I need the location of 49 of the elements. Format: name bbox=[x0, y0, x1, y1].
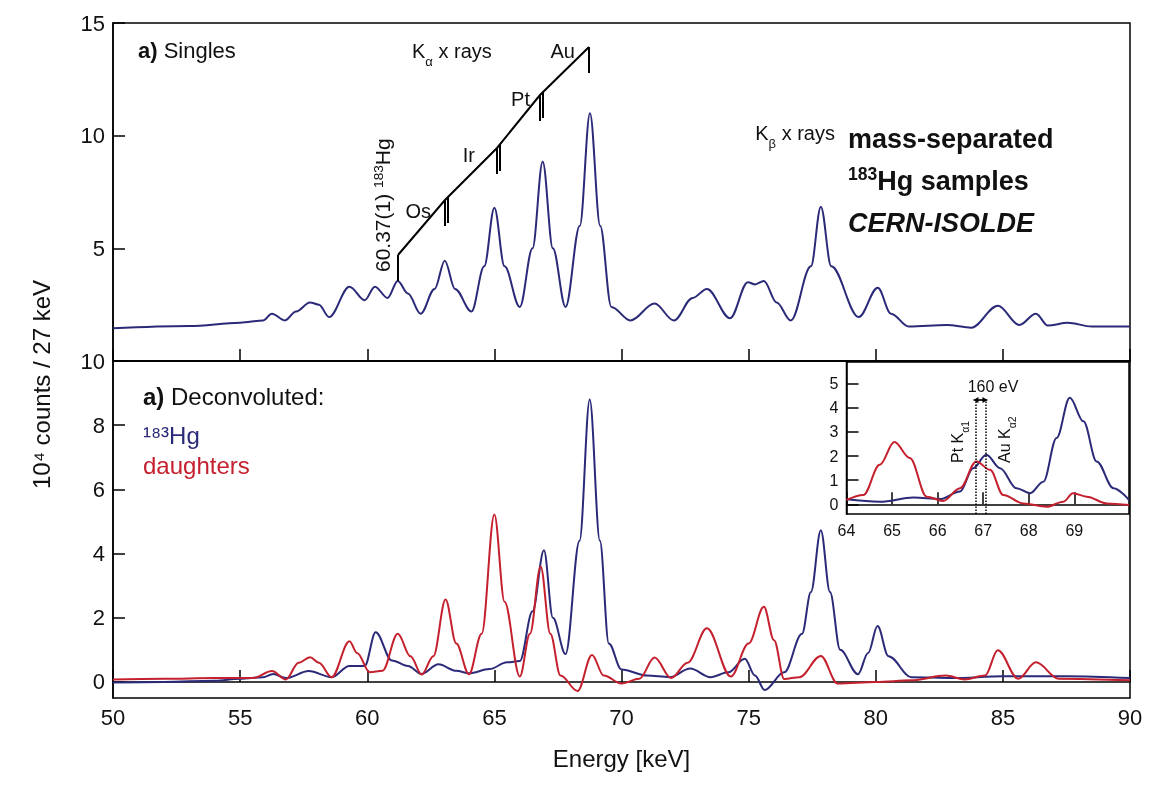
y-tick-label: 0 bbox=[92, 669, 105, 695]
annotation: Ir bbox=[462, 144, 476, 166]
x-tick-label: 90 bbox=[1117, 704, 1143, 730]
line-series bbox=[845, 441, 1130, 508]
annotation: K$_{α}$ x rays bbox=[412, 40, 492, 69]
x-tick-label: 68 bbox=[1019, 521, 1038, 539]
x-tick-label: 65 bbox=[883, 521, 902, 539]
y-tick-label: 4 bbox=[92, 541, 105, 567]
text: ¹⁸³Hg bbox=[143, 421, 200, 449]
y-tick-label: 1 bbox=[829, 471, 839, 489]
x-tick-label: 64 bbox=[837, 521, 856, 539]
y-tick-label: 6 bbox=[92, 476, 105, 502]
y-tick-label: 10 bbox=[80, 123, 105, 149]
annotation: a) Deconvoluted: bbox=[143, 383, 325, 410]
x-tick-label: 60 bbox=[355, 704, 380, 730]
line-series bbox=[112, 513, 1131, 692]
y-tick-label: 8 bbox=[92, 412, 105, 438]
annotation: K$_{β}$ x rays bbox=[755, 122, 835, 151]
y-tick-label: 2 bbox=[829, 447, 839, 465]
annotation: $^{183}$Hg samples bbox=[848, 164, 1029, 196]
x-tick-label: 85 bbox=[990, 704, 1016, 730]
x-tick-label: 80 bbox=[863, 704, 888, 730]
x-tick-label: 75 bbox=[736, 704, 761, 730]
x-axis-title: Energy [keV] bbox=[552, 744, 691, 772]
x-tick-label: 66 bbox=[928, 521, 947, 539]
y-tick-label: 15 bbox=[80, 10, 105, 36]
annotation: mass-separated bbox=[848, 124, 1054, 154]
y-tick-label: 10 bbox=[80, 348, 105, 374]
annotation: CERN-ISOLDE bbox=[848, 208, 1035, 238]
annotation: Au bbox=[550, 40, 575, 62]
y-tick-label: 5 bbox=[92, 235, 105, 261]
annotation: Os bbox=[405, 200, 431, 222]
y-tick-label: 0 bbox=[829, 495, 839, 513]
x-tick-label: 69 bbox=[1065, 521, 1084, 539]
x-tick-label: 67 bbox=[974, 521, 993, 539]
y-tick-label: 2 bbox=[92, 605, 105, 631]
x-tick-label: 65 bbox=[482, 704, 507, 730]
annotation: 160 eV bbox=[967, 378, 1019, 395]
y-tick-label: 3 bbox=[829, 423, 839, 441]
x-tick-label: 70 bbox=[609, 704, 634, 730]
y-tick-label: 4 bbox=[829, 399, 839, 417]
y-tick-label: 5 bbox=[829, 375, 839, 393]
y-axis-title: 10⁴ counts / 27 keV bbox=[27, 279, 55, 490]
x-tick-label: 55 bbox=[227, 704, 253, 730]
annotation: Pt bbox=[511, 88, 531, 110]
annotation: a) Singles bbox=[138, 38, 236, 63]
line-series bbox=[112, 112, 1131, 330]
x-tick-label: 50 bbox=[100, 704, 126, 730]
text: daughters bbox=[143, 451, 250, 479]
